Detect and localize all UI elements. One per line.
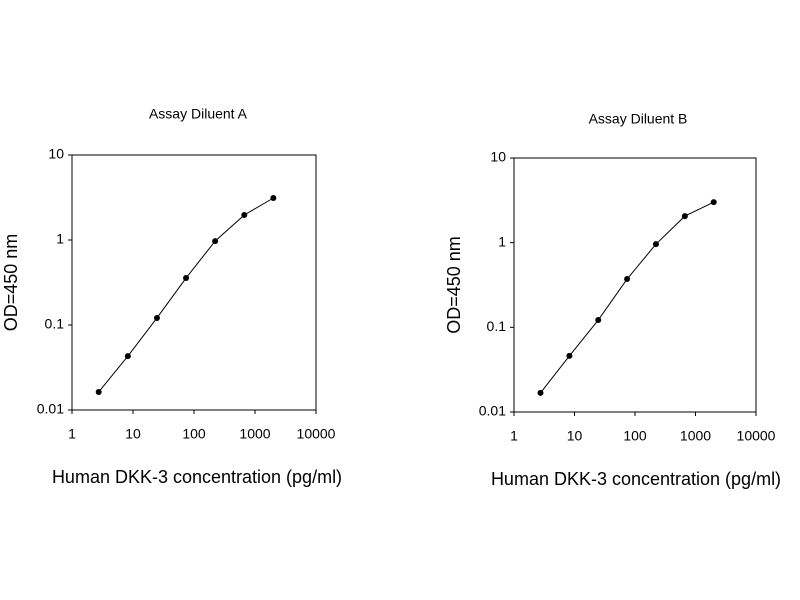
series-line xyxy=(540,201,714,394)
x-tick-label: 1000 xyxy=(680,428,711,444)
data-point xyxy=(270,194,277,201)
data-point xyxy=(183,275,190,282)
plot-frame xyxy=(71,154,317,411)
y-tick-label: 1 xyxy=(56,231,64,247)
x-tick-label: 100 xyxy=(623,428,647,444)
x-tick-label: 10000 xyxy=(297,426,336,442)
x-tick-label: 1 xyxy=(510,428,518,444)
data-point xyxy=(153,314,160,321)
data-point xyxy=(652,241,659,248)
chart-title: Assay Diluent B xyxy=(589,111,688,127)
y-tick-label: 0.01 xyxy=(37,401,64,417)
y-tick-label: 1 xyxy=(498,233,506,249)
data-point xyxy=(624,276,631,283)
data-point xyxy=(595,317,602,324)
data-point xyxy=(710,199,717,206)
x-axis-label: Human DKK-3 concentration (pg/ml) xyxy=(491,469,781,489)
y-tick-label: 0.01 xyxy=(479,403,506,419)
y-axis-label: OD=450 nm xyxy=(444,236,464,334)
data-point xyxy=(212,238,219,245)
y-tick-label: 0.1 xyxy=(45,316,65,332)
x-tick-label: 1000 xyxy=(239,426,270,442)
y-tick-label: 10 xyxy=(490,149,506,165)
x-tick-label: 10 xyxy=(125,426,141,442)
y-tick-label: 10 xyxy=(48,146,64,162)
data-point xyxy=(241,211,248,218)
y-axis-label: OD=450 nm xyxy=(1,234,21,332)
x-tick-label: 1 xyxy=(68,426,76,442)
data-point xyxy=(566,352,573,359)
chart-title: Assay Diluent A xyxy=(149,106,248,122)
data-point xyxy=(95,388,102,395)
x-axis-label: Human DKK-3 concentration (pg/ml) xyxy=(52,467,342,487)
y-tick-label: 0.1 xyxy=(487,318,507,334)
data-point xyxy=(681,213,688,220)
data-point xyxy=(124,353,131,360)
plot-frame xyxy=(513,157,757,413)
x-tick-label: 100 xyxy=(182,426,206,442)
x-tick-label: 10 xyxy=(567,428,583,444)
x-tick-label: 10000 xyxy=(737,428,776,444)
series-line xyxy=(98,197,274,393)
data-point xyxy=(537,389,544,396)
